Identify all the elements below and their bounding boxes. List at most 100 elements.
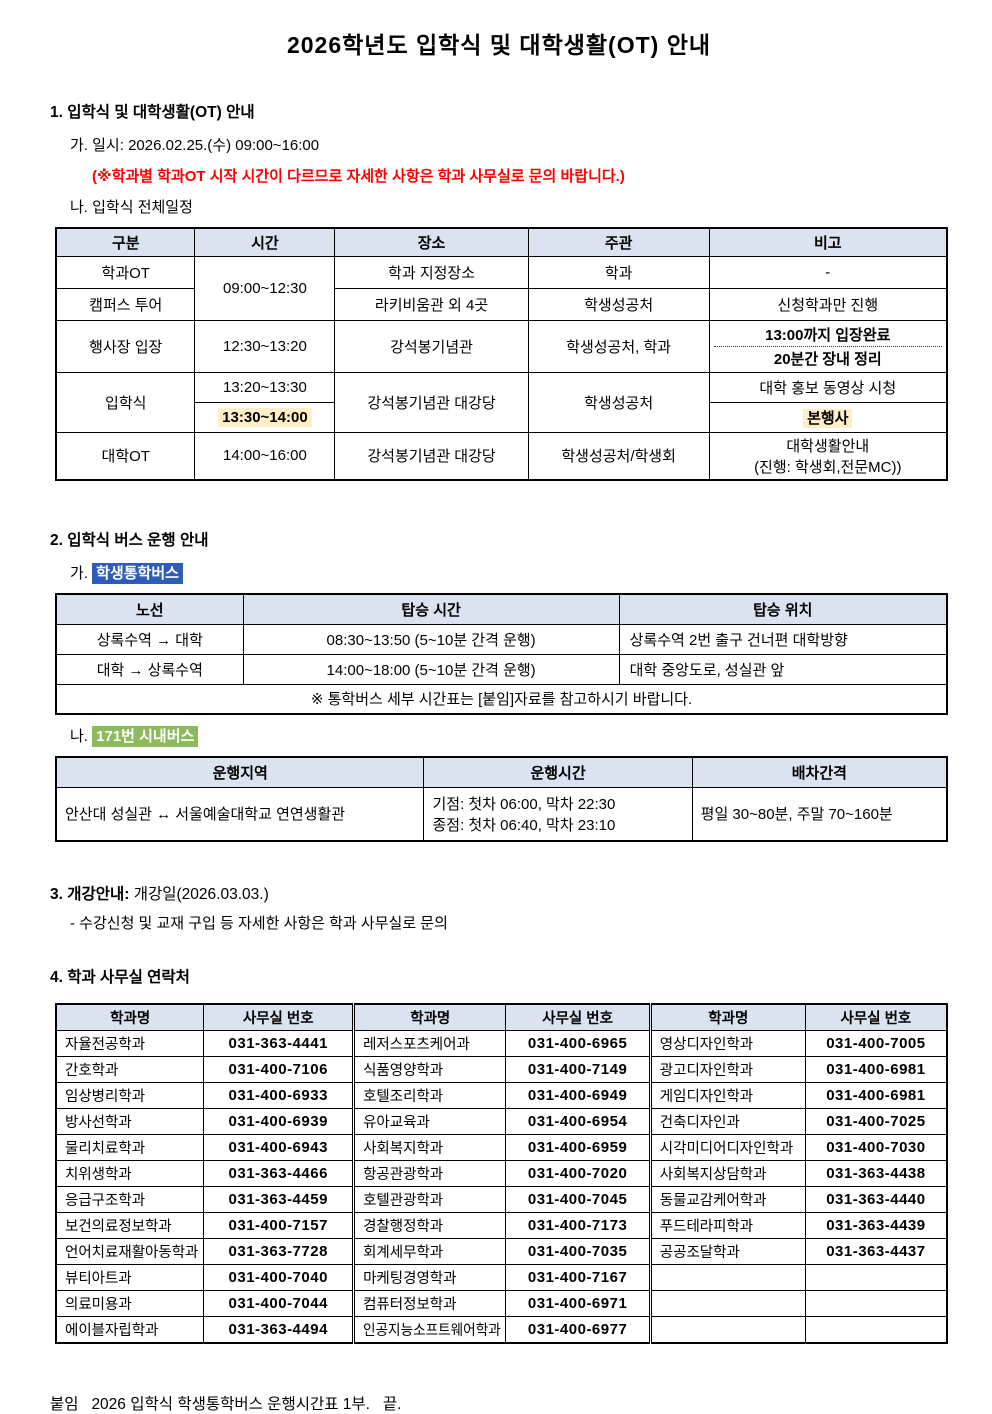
col-header-boarding-time: 탑승 시간	[242, 593, 620, 625]
dept-name-text: 호텔조리학과	[363, 1089, 444, 1105]
cell-phone-number	[804, 1290, 948, 1317]
dept-name-text: 사회복지상담학과	[659, 1167, 767, 1183]
cell-phone-number: 031-400-6949	[505, 1082, 651, 1109]
table-row-ceremony-main: 13:30~14:00 본행사	[56, 401, 948, 433]
cell-dept-name	[648, 1264, 806, 1291]
dept-name-text: 보건의료정보학과	[65, 1219, 172, 1235]
dept-name-text: 레저스포츠케어과	[363, 1037, 470, 1053]
cell-phone-number: 031-363-4466	[203, 1160, 355, 1187]
cell-route: 상록수역 → 대학	[55, 623, 244, 655]
cell-phone-number: 031-400-7025	[804, 1108, 948, 1135]
section-3-heading-rest: 개강일(2026.03.03.)	[129, 886, 269, 903]
col-header-time: 시간	[194, 227, 336, 257]
cell-phone-number: 031-363-7728	[203, 1238, 355, 1265]
cell-dept-name: 물리치료학과	[55, 1134, 205, 1161]
cell-dept-name: 경찰행정학과	[352, 1212, 507, 1239]
col-header-hours: 운행시간	[423, 756, 693, 788]
hours-line1: 기점: 첫차 06:00, 막차 22:30	[432, 795, 616, 813]
cell-area: 안산대 성실관 ↔ 서울예술대학교 연연생활관	[55, 786, 425, 842]
dept-name-text: 푸드테라피학과	[659, 1219, 754, 1235]
dept-name-text: 마케팅경영학과	[363, 1271, 457, 1287]
dept-name-text: 임상병리학과	[65, 1089, 146, 1105]
cell-note: -	[708, 255, 948, 289]
cell-phone-number: 031-400-6939	[203, 1108, 355, 1135]
cell-dept-name: 식품영양학과	[352, 1056, 507, 1083]
cell-location: 상록수역 2번 출구 건너편 대학방향	[618, 623, 948, 655]
col-header-area: 운행지역	[55, 756, 425, 788]
cell-dept-name: 방사선학과	[55, 1108, 205, 1135]
cell-phone-number: 031-400-6943	[203, 1134, 355, 1161]
cell-dept-name: 공공조달학과	[648, 1238, 806, 1265]
cell-host: 학생성공처	[527, 287, 710, 321]
cell-note-highlighted: 본행사	[708, 401, 948, 433]
contact-row: 의료미용과 031-400-7044 컴퓨터정보학과 031-400-6971	[55, 1290, 948, 1317]
cell-dept-name: 치위생학과	[55, 1160, 205, 1187]
line-a-prefix: 가.	[70, 565, 88, 582]
cell-phone-number: 031-400-7030	[804, 1134, 948, 1161]
cell-phone-number: 031-400-7167	[505, 1264, 651, 1291]
highlighted-time: 13:30~14:00	[218, 407, 312, 427]
cell-phone-number: 031-363-4437	[804, 1238, 948, 1265]
contact-row: 뷰티아트과 031-400-7040 마케팅경영학과 031-400-7167	[55, 1264, 948, 1291]
cell-phone-number: 031-400-7157	[203, 1212, 355, 1239]
table-row-ceremony-video: 입학식 13:20~13:30 강석봉기념관 대강당 학생성공처 대학 홍보 동…	[55, 371, 948, 433]
univ-ot-note-line2: (진행: 학생회,전문MC))	[754, 458, 902, 476]
cell-phone-number: 031-400-7005	[804, 1030, 948, 1057]
col-header-host: 주관	[527, 227, 710, 257]
cell-dept-name: 푸드테라피학과	[648, 1212, 806, 1239]
cell-time-highlighted: 13:30~14:00	[194, 401, 336, 433]
cell-category-merged: 입학식	[55, 371, 196, 433]
cell-place: 강석봉기념관	[334, 319, 529, 373]
cell-dept-name: 동물교감케어학과	[648, 1186, 806, 1213]
cell-phone-number: 031-400-6965	[505, 1030, 651, 1057]
cell-note: 신청학과만 진행	[708, 287, 948, 321]
cell-phone-number: 031-400-7173	[505, 1212, 651, 1239]
cell-dept-name: 사회복지학과	[352, 1134, 507, 1161]
cell-place: 학과 지정장소	[334, 255, 529, 289]
table-row-venue-entry: 행사장 입장 12:30~13:20 강석봉기념관 학생성공처, 학과 13:0…	[55, 319, 948, 373]
dept-name-text: 시각미디어디자인학과	[659, 1141, 794, 1157]
cell-phone-number: 031-400-7020	[505, 1160, 651, 1187]
section-4-heading: 4. 학과 사무실 연락처	[50, 969, 190, 986]
cell-note: 대학 홍보 동영상 시청	[708, 371, 948, 403]
cell-dept-name: 임상병리학과	[55, 1082, 205, 1109]
cell-dept-name: 사회복지상담학과	[648, 1160, 806, 1187]
section-1-schedule-label: 나. 입학식 전체일정	[70, 199, 193, 216]
cell-phone-number	[804, 1264, 948, 1291]
shuttle-bus-table: 노선 탑승 시간 탑승 위치 상록수역 → 대학 08:30~13:50 (5~…	[55, 593, 948, 715]
col-header-boarding-location: 탑승 위치	[618, 593, 948, 625]
cell-phone-number: 031-363-4440	[804, 1186, 948, 1213]
cell-phone-number: 031-400-6971	[505, 1290, 651, 1317]
dept-name-text: 물리치료학과	[65, 1141, 146, 1157]
cell-phone-number: 031-400-6954	[505, 1108, 651, 1135]
cell-dept-name: 항공관광학과	[352, 1160, 507, 1187]
cell-phone-number: 031-400-6981	[804, 1082, 948, 1109]
dept-name-text: 게임디자인학과	[659, 1089, 754, 1105]
cell-category: 학과OT	[55, 255, 196, 289]
section-2-line-b: 나. 171번 시내버스	[50, 725, 948, 747]
cell-time: 14:00~16:00	[194, 431, 336, 481]
col-header-route: 노선	[55, 593, 244, 625]
section-1-datetime: 가. 일시: 2026.02.25.(수) 09:00~16:00	[70, 137, 320, 154]
dept-name-text: 건축디자인과	[659, 1115, 740, 1131]
attachment-footer: 붙임 2026 입학식 학생통학버스 운행시간표 1부. 끝.	[50, 1396, 402, 1413]
cell-category: 캠퍼스 투어	[55, 287, 196, 321]
contact-row: 물리치료학과 031-400-6943 사회복지학과 031-400-6959 …	[55, 1134, 948, 1161]
dept-name-text: 사회복지학과	[363, 1141, 444, 1157]
dept-name-text: 간호학과	[65, 1063, 119, 1079]
cell-time: 13:20~13:30	[194, 371, 336, 403]
cell-time-merged: 09:00~12:30	[194, 255, 336, 321]
entry-note-line2: 20분간 장내 정리	[773, 350, 882, 368]
shuttle-bus-label: 학생통학버스	[92, 563, 183, 584]
table-row-171: 안산대 성실관 ↔ 서울예술대학교 연연생활관 기점: 첫차 06:00, 막차…	[55, 786, 948, 842]
cell-phone-number: 031-400-7045	[505, 1186, 651, 1213]
cell-dept-name: 뷰티아트과	[55, 1264, 205, 1291]
cell-dept-name: 영상디자인학과	[648, 1030, 806, 1057]
section-3-heading-bold: 3. 개강안내:	[50, 886, 130, 903]
table-row-univ-ot: 대학OT 14:00~16:00 강석봉기념관 대강당 학생성공처/학생회 대학…	[55, 431, 948, 481]
dept-name-text: 동물교감케어학과	[659, 1193, 767, 1209]
cell-note: 대학생활안내 (진행: 학생회,전문MC))	[708, 431, 948, 481]
col-header-phone-3: 사무실 번호	[804, 1003, 948, 1031]
dept-name-text: 영상디자인학과	[659, 1037, 754, 1053]
cell-phone-number: 031-400-6959	[505, 1134, 651, 1161]
